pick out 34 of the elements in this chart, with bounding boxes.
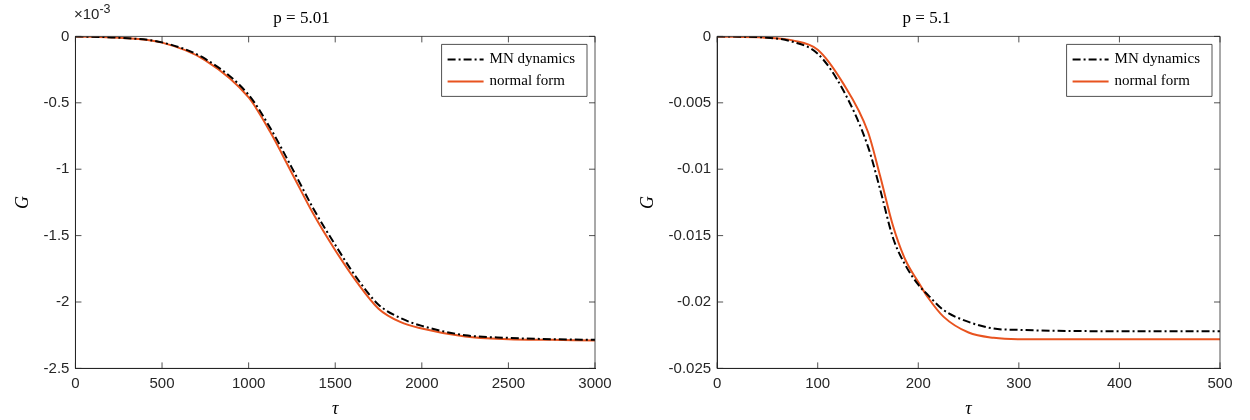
legend-label: MN dynamics: [489, 50, 576, 67]
y-axis-title: G: [636, 195, 657, 209]
y-tick-label: -2: [56, 292, 70, 310]
y-axis-title: G: [11, 195, 32, 209]
chart-title: p = 5.1: [902, 7, 951, 27]
x-tick-label: 300: [1006, 373, 1032, 391]
x-tick-label: 500: [149, 373, 175, 391]
x-tick-label: 1000: [231, 373, 266, 391]
x-tick-label: 1500: [318, 373, 352, 391]
y-tick-label: -0.02: [676, 292, 712, 310]
y-tick-label: -0.005: [668, 92, 712, 110]
x-tick-label: 400: [1106, 373, 1132, 391]
y-tick-label: -0.01: [676, 159, 712, 177]
y-tick-label: -1: [56, 159, 70, 177]
x-tick-label: 100: [805, 373, 831, 391]
x-tick-label: 3000: [578, 373, 612, 391]
x-axis-title: τ: [965, 397, 973, 418]
x-axis-title: τ: [332, 397, 339, 418]
legend-label: normal form: [1114, 72, 1191, 89]
y-tick-label: -2.5: [43, 358, 70, 376]
x-tick-label: 2500: [491, 373, 526, 391]
y-tick-label: -1.5: [43, 225, 70, 243]
x-tick-label: 2000: [405, 373, 439, 391]
chart-title: p = 5.01: [273, 7, 330, 27]
y-tick-label: 0: [702, 26, 712, 44]
x-tick-label: 200: [905, 373, 931, 391]
legend-label: MN dynamics: [1114, 50, 1201, 67]
legend-label: normal form: [489, 72, 566, 89]
y-tick-label: 0: [61, 26, 70, 44]
x-tick-label: 500: [1207, 373, 1233, 391]
y-tick-label: -0.025: [668, 358, 712, 376]
y-tick-label: -0.015: [668, 225, 712, 243]
y-tick-label: -0.5: [43, 92, 70, 110]
text: ×10$^{-3}$: [74, 2, 111, 22]
